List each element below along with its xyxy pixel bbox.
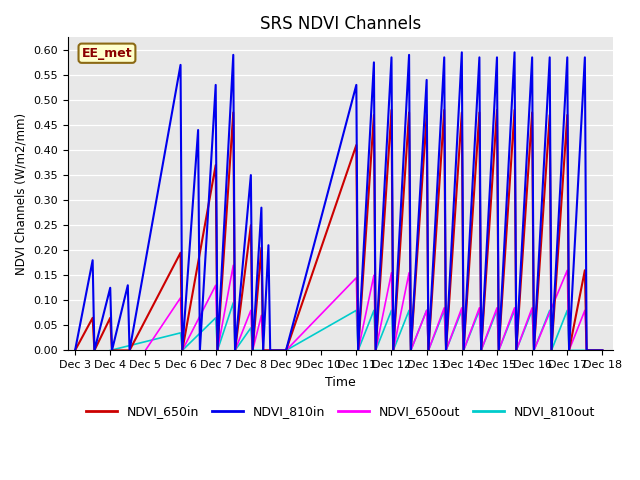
Text: EE_met: EE_met: [82, 47, 132, 60]
Y-axis label: NDVI Channels (W/m2/mm): NDVI Channels (W/m2/mm): [15, 113, 28, 275]
X-axis label: Time: Time: [325, 376, 356, 389]
Title: SRS NDVI Channels: SRS NDVI Channels: [260, 15, 421, 33]
Legend: NDVI_650in, NDVI_810in, NDVI_650out, NDVI_810out: NDVI_650in, NDVI_810in, NDVI_650out, NDV…: [81, 400, 600, 423]
